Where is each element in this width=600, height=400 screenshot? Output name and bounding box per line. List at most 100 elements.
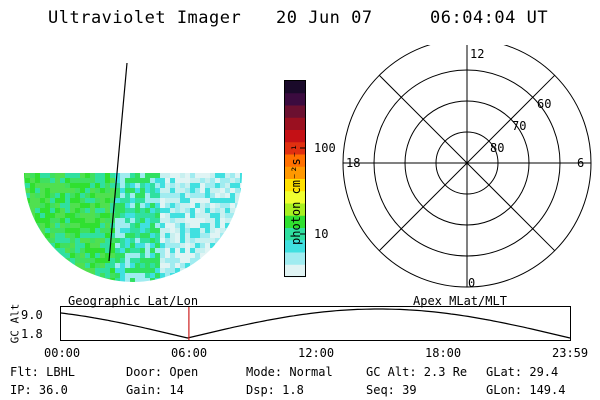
uv-pixel [190, 228, 195, 233]
uv-pixel [55, 273, 60, 278]
uv-pixel [100, 173, 105, 178]
uv-pixel [95, 233, 100, 238]
uv-pixel [210, 188, 215, 193]
uv-pixel [125, 193, 130, 198]
uv-pixel [170, 203, 175, 208]
uv-pixel [30, 228, 35, 233]
uv-pixel [80, 203, 85, 208]
uv-pixel [135, 173, 140, 178]
uv-pixel [60, 193, 65, 198]
uv-pixel [235, 213, 240, 218]
uv-pixel [80, 273, 85, 278]
uv-pixel [105, 228, 110, 233]
uv-pixel [85, 273, 90, 278]
uv-pixel [100, 208, 105, 213]
colorbar-swatch [285, 203, 306, 217]
uv-pixel [185, 178, 190, 183]
uv-pixel [165, 188, 170, 193]
uv-pixel [115, 183, 120, 188]
uv-pixel [75, 198, 80, 203]
colorbar-tick-10: 10 [314, 227, 329, 241]
uv-pixel [205, 258, 210, 263]
uv-pixel [240, 278, 242, 282]
uv-pixel [75, 218, 80, 223]
uv-pixel [155, 268, 160, 273]
uv-pixel [120, 243, 125, 248]
uv-pixel [115, 203, 120, 208]
uv-pixel [165, 223, 170, 228]
uv-pixel [60, 208, 65, 213]
uv-pixel [110, 283, 115, 288]
uv-pixel [60, 278, 65, 282]
uv-pixel [215, 203, 220, 208]
uv-pixel [205, 283, 210, 288]
uv-pixel [65, 243, 70, 248]
uv-pixel [120, 233, 125, 238]
uv-pixel [130, 223, 135, 228]
uv-pixel [155, 238, 160, 243]
uv-pixel [205, 243, 210, 248]
uv-pixel [170, 213, 175, 218]
uv-pixel [150, 253, 155, 258]
uv-pixel [85, 228, 90, 233]
uv-pixel [35, 233, 40, 238]
uv-pixel [175, 198, 180, 203]
uv-pixel [125, 263, 130, 268]
uv-pixel [105, 253, 110, 258]
uv-pixel [35, 253, 40, 258]
uv-pixel [24, 233, 25, 238]
uv-pixel [40, 183, 45, 188]
uv-pixel [175, 203, 180, 208]
uv-pixel [245, 203, 250, 208]
uv-pixel [30, 223, 35, 228]
uv-pixel [135, 178, 140, 183]
uv-pixel [195, 208, 200, 213]
uv-pixel [165, 248, 170, 253]
uv-pixel [115, 228, 120, 233]
colorbar-swatch [285, 240, 306, 253]
uv-pixel [105, 238, 110, 243]
colorbar-swatch [285, 166, 306, 180]
uv-pixel [160, 238, 165, 243]
uv-pixel [135, 228, 140, 233]
uv-pixel [165, 178, 170, 183]
uv-pixel [215, 173, 220, 178]
uv-pixel [80, 183, 85, 188]
uv-pixel [230, 253, 235, 258]
uv-pixel [225, 258, 230, 263]
uv-pixel [65, 278, 70, 282]
uv-pixel [225, 203, 230, 208]
uv-pixel [35, 198, 40, 203]
uv-pixel [155, 218, 160, 223]
uv-pixel [95, 258, 100, 263]
uv-pixel [150, 173, 155, 178]
uv-pixel [160, 268, 165, 273]
uv-pixel [115, 188, 120, 193]
uv-pixel [205, 173, 210, 178]
uv-pixel [210, 263, 215, 268]
uv-pixel [70, 213, 75, 218]
uv-pixel [40, 278, 45, 282]
uv-pixel [240, 248, 242, 253]
uv-pixel [120, 218, 125, 223]
uv-pixel [24, 243, 25, 248]
uv-pixel [70, 198, 75, 203]
uv-pixel [85, 258, 90, 263]
uv-pixel [210, 238, 215, 243]
uv-pixel [80, 283, 85, 288]
uv-pixel [195, 278, 200, 282]
uv-pixel [70, 173, 75, 178]
uv-pixel [190, 218, 195, 223]
uv-pixel [100, 183, 105, 188]
uv-pixel [175, 263, 180, 268]
uv-pixel [245, 193, 250, 198]
uv-pixel [90, 223, 95, 228]
colorbar-swatch [285, 228, 306, 241]
uv-pixel [25, 263, 30, 268]
uv-pixel [160, 263, 165, 268]
uv-pixel [145, 203, 150, 208]
colorbar-swatch [285, 191, 306, 204]
uv-pixel [160, 218, 165, 223]
uv-pixel [230, 248, 235, 253]
uv-pixel [40, 173, 45, 178]
